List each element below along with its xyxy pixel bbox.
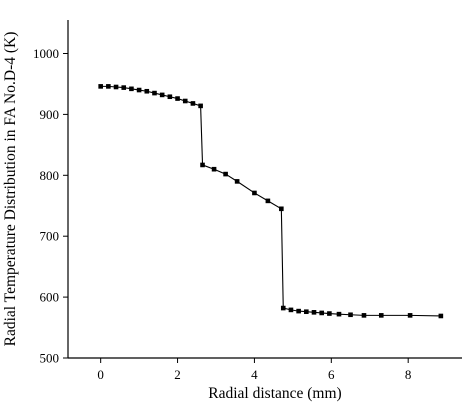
data-point	[200, 162, 205, 168]
data-point	[234, 179, 240, 184]
data-point	[336, 311, 342, 317]
data-point	[438, 313, 444, 319]
data-point	[279, 206, 284, 212]
data-point	[182, 98, 188, 104]
data-point	[288, 307, 294, 313]
data-point	[304, 309, 309, 315]
data-point	[211, 166, 217, 172]
data-point	[136, 87, 142, 93]
data-point	[190, 101, 196, 106]
data-point	[378, 313, 384, 318]
data-point	[296, 308, 301, 314]
data-point	[175, 96, 180, 101]
data-point	[252, 190, 257, 196]
y-tick-label: 700	[40, 229, 60, 244]
data-point	[106, 84, 111, 89]
x-tick-label: 6	[328, 367, 335, 382]
data-point	[223, 171, 228, 177]
data-point	[311, 310, 317, 315]
y-tick-label: 600	[40, 290, 60, 305]
x-tick-label: 4	[251, 367, 258, 382]
data-point	[152, 90, 157, 96]
data-point	[265, 198, 271, 204]
x-axis-title: Radial distance (mm)	[208, 385, 341, 402]
x-tick-label: 8	[405, 367, 412, 382]
data-point	[407, 313, 413, 318]
y-tick-label: 900	[40, 107, 60, 122]
series-line	[100, 85, 441, 317]
plot-area	[98, 84, 444, 319]
data-point	[98, 84, 103, 89]
data-point	[361, 313, 367, 318]
data-point	[280, 305, 286, 311]
data-point	[198, 103, 203, 109]
data-point	[129, 86, 134, 92]
data-point	[319, 310, 324, 316]
data-point	[348, 312, 353, 318]
y-tick-label: 500	[40, 351, 60, 366]
y-axis-ticks: 500 600 700 800 900 1000	[33, 46, 68, 366]
data-point	[167, 94, 173, 100]
data-point	[121, 85, 127, 90]
x-tick-label: 0	[97, 367, 104, 382]
y-axis-title: Radial Temperature Distribution in FA No…	[2, 32, 19, 347]
data-point	[159, 92, 165, 98]
y-tick-label: 1000	[33, 46, 59, 61]
data-point	[113, 84, 119, 90]
x-axis-ticks: 0 2 4 6 8	[97, 358, 411, 382]
data-point	[144, 88, 150, 94]
x-tick-label: 2	[174, 367, 181, 382]
data-point	[327, 311, 332, 316]
y-tick-label: 800	[40, 168, 60, 183]
